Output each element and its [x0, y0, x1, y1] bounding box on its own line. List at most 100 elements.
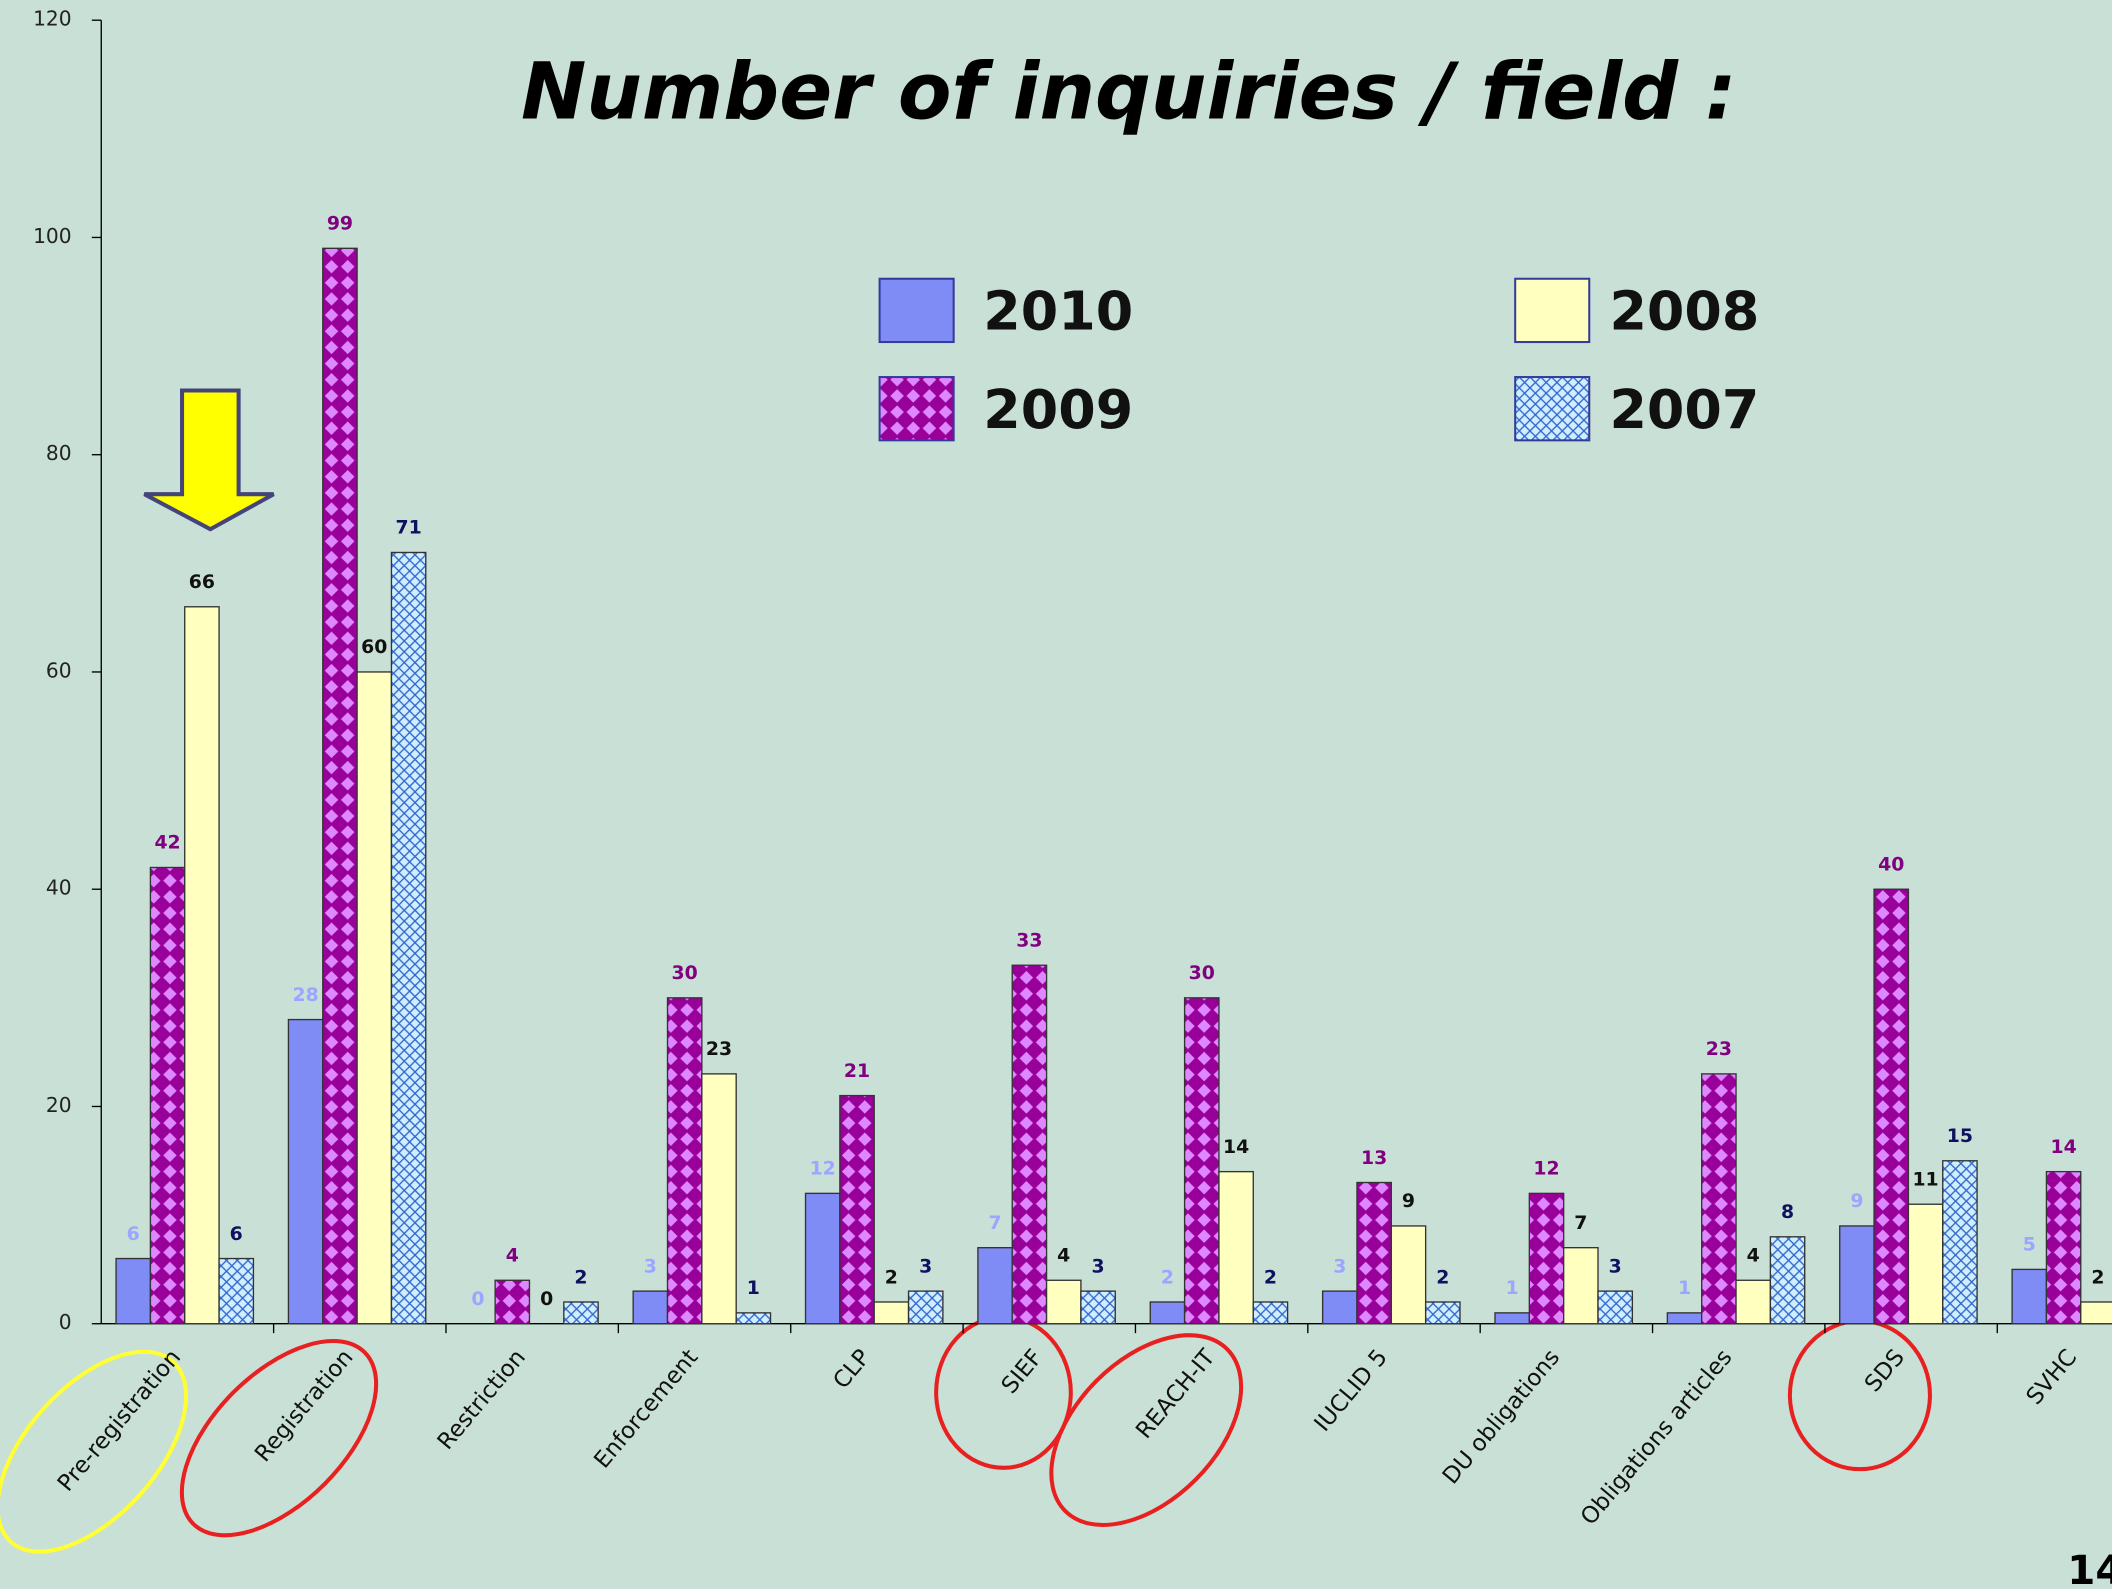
legend-swatch	[1514, 376, 1591, 442]
value-label: 4	[1747, 1246, 1760, 1267]
arrow	[143, 388, 275, 532]
bar	[2080, 1301, 2112, 1325]
bar	[1735, 1279, 1772, 1325]
value-label: 3	[1609, 1256, 1622, 1277]
value-label: 33	[1016, 931, 1042, 952]
value-label: 1	[747, 1278, 760, 1299]
value-label: 2	[1264, 1267, 1277, 1288]
bar	[1562, 1247, 1599, 1325]
x-tick-label: Restriction	[433, 1345, 531, 1455]
legend-label: 2009	[983, 378, 1133, 441]
value-label: 23	[1706, 1039, 1732, 1060]
x-tick-label: SIEF	[997, 1345, 1048, 1399]
bar	[1873, 888, 1910, 1325]
value-label: 9	[1402, 1191, 1415, 1212]
value-label: 23	[706, 1039, 732, 1060]
value-label: 4	[506, 1246, 519, 1267]
value-label: 6	[230, 1224, 243, 1245]
x-tick-label: CLP	[828, 1345, 875, 1394]
value-label: 3	[1092, 1256, 1105, 1277]
legend-label: 2010	[983, 280, 1133, 343]
value-label: 60	[361, 637, 387, 658]
value-label: 6	[127, 1224, 140, 1245]
value-label: 11	[1912, 1169, 1938, 1190]
value-label: 99	[327, 214, 353, 235]
value-label: 2	[1161, 1267, 1174, 1288]
bar	[494, 1279, 531, 1325]
bar	[701, 1073, 737, 1325]
value-label: 7	[989, 1213, 1002, 1234]
value-label: 13	[1361, 1148, 1387, 1169]
x-tick-label: Pre-registration	[53, 1345, 186, 1497]
bar	[1942, 1160, 1978, 1325]
bar	[977, 1247, 1013, 1325]
bar	[1390, 1225, 1427, 1325]
value-label: 1	[1506, 1278, 1519, 1299]
bar	[184, 606, 220, 1325]
x-tick-label: Enforcement	[589, 1345, 703, 1474]
bar	[1907, 1203, 1944, 1325]
bar	[149, 866, 186, 1325]
y-tick-label: 20	[46, 1093, 72, 1117]
bar	[1769, 1236, 1806, 1325]
legend-swatch	[878, 277, 955, 344]
bar	[1666, 1312, 1703, 1325]
bar	[1494, 1312, 1531, 1325]
value-label: 8	[1781, 1202, 1794, 1223]
value-label: 12	[810, 1159, 836, 1180]
bar	[2045, 1170, 2082, 1325]
value-label: 3	[644, 1256, 657, 1277]
bar	[735, 1312, 772, 1325]
bar	[1011, 964, 1048, 1325]
bar	[287, 1018, 324, 1325]
y-tick-label: 40	[46, 876, 72, 900]
bar	[1597, 1290, 1634, 1325]
bar	[907, 1290, 944, 1325]
bar	[390, 551, 427, 1325]
x-tick-label: REACH-IT	[1131, 1344, 1221, 1444]
y-tick-label: 60	[46, 658, 72, 682]
value-label: 30	[1189, 963, 1215, 984]
bar	[1183, 997, 1220, 1325]
value-label: 3	[1333, 1256, 1346, 1277]
value-label: 3	[919, 1256, 932, 1277]
value-label: 71	[395, 518, 421, 539]
bar	[218, 1257, 255, 1325]
bar	[632, 1290, 669, 1325]
value-label: 14	[1223, 1137, 1249, 1158]
bar	[873, 1301, 910, 1325]
value-label: 4	[1057, 1246, 1070, 1267]
value-label: 9	[1850, 1191, 1863, 1212]
value-label: 0	[471, 1289, 484, 1310]
x-tick-label: DU obligations	[1438, 1345, 1565, 1490]
value-label: 15	[1947, 1126, 1973, 1147]
bar	[1252, 1301, 1289, 1325]
bar	[1149, 1301, 1186, 1325]
bar	[1080, 1290, 1116, 1325]
x-tick-label: SVHC	[2022, 1345, 2083, 1410]
x-tick-label: SDS	[1860, 1345, 1910, 1397]
bar	[1839, 1225, 1875, 1325]
bar	[322, 247, 358, 1325]
bar	[1218, 1170, 1254, 1325]
bar	[2011, 1268, 2048, 1325]
bar	[1356, 1181, 1392, 1325]
value-label: 12	[1533, 1159, 1559, 1180]
value-label: 1	[1678, 1278, 1691, 1299]
y-tick-label: 80	[46, 441, 72, 465]
value-label: 40	[1878, 854, 1904, 875]
value-label: 2	[885, 1267, 898, 1288]
value-label: 21	[844, 1061, 870, 1082]
value-label: 42	[154, 833, 180, 854]
chart-title: Number of inquiries / field :	[521, 47, 1737, 137]
value-label: 7	[1574, 1213, 1587, 1234]
y-tick-label: 0	[59, 1310, 72, 1334]
bar	[1424, 1301, 1461, 1325]
value-label: 2	[2091, 1267, 2104, 1288]
page-number: 14	[2067, 1547, 2112, 1589]
bar	[115, 1257, 152, 1325]
value-label: 30	[672, 963, 698, 984]
y-tick-label: 120	[33, 7, 72, 31]
value-label: 2	[574, 1267, 587, 1288]
